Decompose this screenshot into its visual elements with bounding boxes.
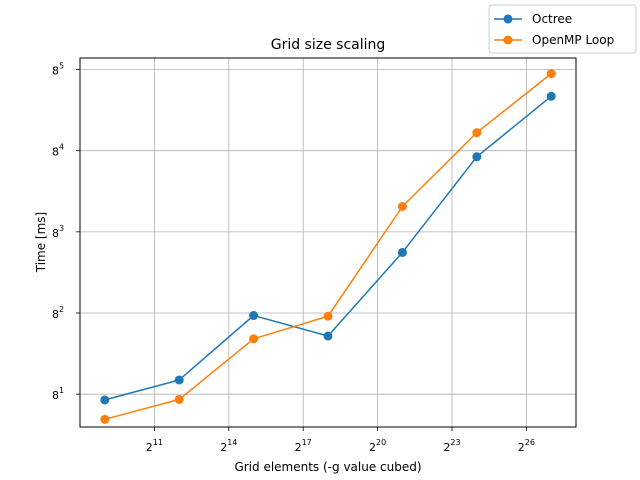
data-point <box>100 395 110 405</box>
x-tick-label: 226 <box>518 438 535 454</box>
grid-lines <box>80 58 576 427</box>
x-tick-label: 211 <box>146 438 163 454</box>
data-point <box>397 247 407 257</box>
x-axis-ticks: 211 214 217 220 223 226 <box>146 427 535 454</box>
y-tick-label: 82 <box>52 305 64 321</box>
data-point <box>472 152 482 162</box>
data-point <box>472 128 482 138</box>
data-point <box>323 311 333 321</box>
data-point <box>174 375 184 385</box>
data-point <box>546 91 556 101</box>
data-point <box>546 69 556 79</box>
data-point <box>249 334 259 344</box>
y-axis-label: Time [ms] <box>34 212 48 274</box>
legend-marker <box>503 35 513 45</box>
y-tick-label: 81 <box>52 386 64 402</box>
series-openmp-loop <box>100 69 556 424</box>
y-tick-label: 85 <box>52 62 64 78</box>
legend-marker <box>503 14 513 24</box>
data-point <box>249 311 259 321</box>
x-tick-label: 217 <box>295 438 312 454</box>
x-axis-label: Grid elements (-g value cubed) <box>234 460 421 474</box>
series-layer <box>100 69 556 424</box>
data-point <box>100 414 110 424</box>
legend-label: Octree <box>532 12 572 26</box>
legend-label: OpenMP Loop <box>532 33 614 47</box>
chart-title: Grid size scaling <box>271 37 386 53</box>
data-point <box>397 201 407 211</box>
series-octree <box>100 91 556 405</box>
data-point <box>174 394 184 404</box>
y-tick-label: 83 <box>52 224 64 240</box>
plot-area-frame <box>79 57 577 428</box>
x-tick-label: 220 <box>369 438 386 454</box>
x-tick-label: 214 <box>220 438 237 454</box>
legend: Octree OpenMP Loop <box>488 4 637 54</box>
legend-box <box>488 4 637 54</box>
y-tick-label: 84 <box>52 143 64 159</box>
x-tick-label: 223 <box>443 438 460 454</box>
data-point <box>323 331 333 341</box>
y-axis-ticks: 81 82 83 84 85 <box>52 62 80 402</box>
